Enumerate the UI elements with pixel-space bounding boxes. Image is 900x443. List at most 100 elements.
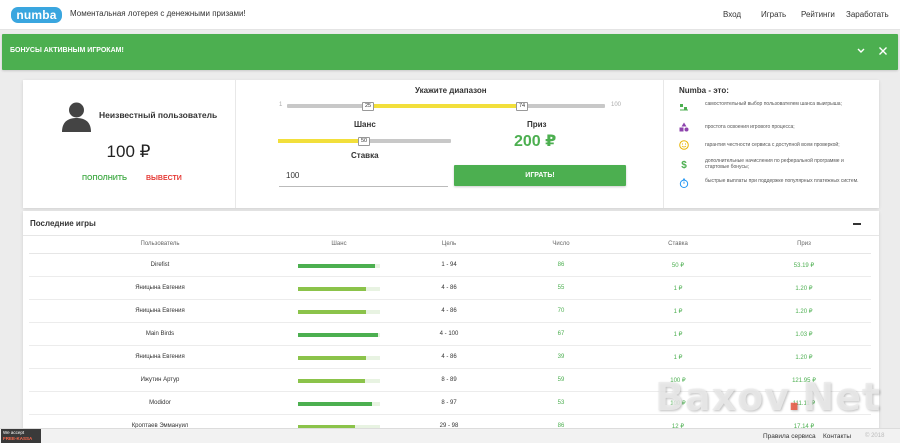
cell-number: 59 [557,377,565,383]
chance-label: Шанс [354,120,376,129]
withdraw-link[interactable]: ВЫВЕСТИ [146,175,182,182]
dollar-icon: $ [681,160,687,169]
chance-progress-fill [298,310,366,314]
cell-stake: 1 ₽ [673,332,683,338]
prize-value: 200 ₽ [514,133,557,150]
divider [29,253,871,254]
cell-prize: 111.11 ₽ [792,401,816,407]
stake-label: Ставка [351,151,379,160]
feature-text: дополнительные начисления по реферальной… [705,158,844,170]
chance-progress-fill [298,264,375,268]
feature-text: простота освоения игрового процесса; [705,124,795,130]
cell-number: 53 [557,400,565,406]
site-tagline: Моментальная лотерея с денежными призами… [70,9,246,18]
column-header: Число [552,241,570,247]
chance-progress-fill [298,402,372,406]
svg-text:$: $ [681,160,687,169]
feature-text: самостоятельный выбор пользователем шанс… [705,101,842,107]
payment-brand: FREE-KASSA [3,436,33,441]
cell-prize: 1.20 ₽ [795,309,813,315]
nav-earn[interactable]: Заработать [846,10,889,19]
chance-progress-bar [298,287,380,291]
cell-target: 4 - 86 [441,285,457,291]
about-title: Numba - это: [679,86,729,95]
numba-logo[interactable]: numba [11,7,62,23]
cell-target: 1 - 94 [441,262,457,268]
cell-stake: 100 ₽ [670,401,686,407]
column-divider [663,80,664,208]
free-kassa-badge[interactable]: We accept FREE-KASSA [1,429,41,443]
play-button[interactable]: ИГРАТЬ! [454,165,626,186]
bonus-banner: БОНУСЫ АКТИВНЫМ ИГРОКАМ! [2,34,898,70]
cell-number: 55 [557,285,565,291]
cell-target: 4 - 86 [441,354,457,360]
cell-user: Main Birds [145,331,175,337]
range-low-thumb[interactable]: 25 [362,102,374,111]
range-high-thumb[interactable]: 74 [516,102,528,111]
cell-stake: 100 ₽ [670,378,686,384]
table-row: Modidor 8 - 97 53 100 ₽ 111.11 ₽ [29,392,871,415]
game-panel: Неизвестный пользователь 100 ₽ ПОПОЛНИТЬ… [23,80,879,208]
cell-target: 8 - 89 [441,377,457,383]
rules-link[interactable]: Правила сервиса [763,433,816,440]
user-balance: 100 ₽ [106,142,151,161]
cell-user: Яницына Евгения [135,354,185,360]
range-min-label: 1 [279,102,283,108]
cell-target: 8 - 97 [441,400,457,406]
column-header: Ставка [668,241,688,247]
cell-target: 29 - 98 [439,423,459,429]
chevron-down-icon[interactable] [854,44,868,58]
divider [23,235,879,236]
cell-user: Кроптаев Эммануил [131,423,189,429]
cell-prize: 121.95 ₽ [792,378,816,384]
chance-progress-fill [298,425,355,429]
stake-input[interactable] [279,164,448,187]
deposit-link[interactable]: ПОПОЛНИТЬ [82,175,128,182]
cell-user: Яницына Евгения [135,285,185,291]
cell-stake: 1 ₽ [673,309,683,315]
chance-thumb[interactable]: 50 [358,137,370,146]
cell-number: 70 [557,308,565,314]
accept-text: We accept [3,430,25,435]
column-header: Пользователь [140,241,180,247]
cell-number: 39 [557,354,565,360]
chance-progress-bar [298,264,380,268]
user-avatar-icon [62,102,91,132]
collapse-icon[interactable] [853,223,861,225]
nav-login[interactable]: Вход [723,10,742,19]
cell-user: Ижутин Артур [140,377,180,383]
recent-games-title: Последние игры [30,219,96,228]
chance-progress-bar [298,333,380,337]
watermark: Baxov.Net [655,375,882,419]
close-icon[interactable] [876,44,890,58]
top-navbar: numba Моментальная лотерея с денежными п… [0,0,900,30]
table-row: Direfist 1 - 94 86 50 ₽ 53.19 ₽ [29,254,871,277]
chance-slider-fill [278,139,364,143]
contacts-link[interactable]: Контакты [823,433,852,440]
column-header: Цель [441,241,457,247]
cell-stake: 1 ₽ [673,286,683,292]
cell-number: 86 [557,262,565,268]
range-max-label: 100 [611,102,622,108]
range-title: Укажите диапазон [415,86,487,95]
table-row: Яницына Евгения 4 - 86 39 1 ₽ 1.20 ₽ [29,346,871,369]
cell-user: Яницына Евгения [135,308,185,314]
shapes-icon [679,122,689,132]
nav-play[interactable]: Играть [761,10,787,19]
cell-target: 4 - 100 [439,331,459,337]
chance-progress-bar [298,425,380,429]
chance-progress-bar [298,379,380,383]
chance-progress-fill [298,379,365,383]
footer: We accept FREE-KASSA Правила сервиса Кон… [0,428,900,443]
stopwatch-icon [679,178,689,188]
table-row: Ижутин Артур 8 - 89 59 100 ₽ 121.95 ₽ [29,369,871,392]
table-row: Яницына Евгения 4 - 86 55 1 ₽ 1.20 ₽ [29,277,871,300]
column-header: Шанс [331,241,347,247]
cell-user: Modidor [149,400,171,406]
feature-text: быстрые выплаты при поддержке популярных… [705,178,859,184]
prize-label: Приз [527,120,547,129]
cell-prize: 17.14 ₽ [793,424,815,430]
cell-stake: 12 ₽ [671,424,685,430]
chance-progress-bar [298,310,380,314]
nav-ratings[interactable]: Рейтинги [801,10,835,19]
